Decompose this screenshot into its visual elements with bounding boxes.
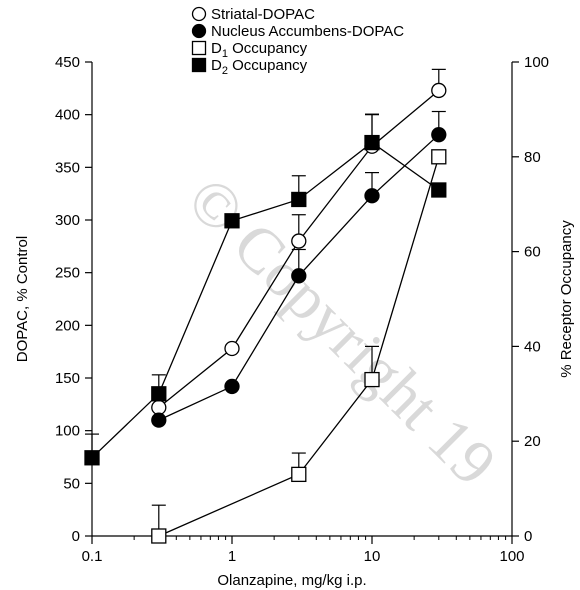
data-point-d2 [431, 182, 447, 198]
data-point-d1 [364, 371, 380, 388]
right-y-tick-label: 40 [524, 338, 541, 355]
x-tick-label: 0.1 [82, 548, 103, 565]
series-accumbens [151, 110, 447, 428]
data-point-d1 [291, 466, 307, 483]
legend-entry-striatal: Striatal-DOPAC [191, 6, 315, 23]
left-y-tick-label: 350 [55, 159, 80, 176]
right-y-tick-label: 20 [524, 433, 541, 450]
data-point-d2 [151, 386, 167, 402]
right-y-axis-title: % Receptor Occupancy [558, 220, 575, 378]
left-y-tick-label: 250 [55, 265, 80, 282]
left-y-tick-label: 300 [55, 212, 80, 229]
right-y-tick-label: 100 [524, 54, 549, 71]
data-point-accumbens [291, 268, 307, 284]
left-y-tick-label: 50 [63, 475, 80, 492]
data-point-d1 [151, 528, 167, 544]
data-point-d2 [84, 450, 100, 466]
data-point-d2 [224, 213, 240, 229]
data-point-accumbens [431, 127, 447, 143]
left-y-tick-label: 450 [55, 54, 80, 71]
right-y-tick-label: 80 [524, 149, 541, 166]
x-tick-label: 1 [228, 548, 236, 565]
data-point-d1 [431, 149, 447, 165]
data-point-d2 [291, 191, 307, 208]
series-d1 [151, 149, 447, 544]
x-tick-label: 10 [364, 548, 381, 565]
left-y-tick-label: 0 [72, 528, 80, 545]
data-point-d2 [364, 134, 380, 151]
legend-label-d2: D2 Occupancy [211, 57, 308, 77]
legend-label-d1: D1 Occupancy [211, 40, 308, 60]
left-y-tick-label: 100 [55, 423, 80, 440]
left-y-tick-label: 400 [55, 107, 80, 124]
data-point-striatal [431, 82, 447, 99]
legend-marker-d1 [191, 40, 207, 56]
legend-marker-accumbens [191, 23, 207, 39]
data-point-accumbens [151, 412, 167, 428]
right-y-tick-label: 0 [524, 528, 532, 545]
series-line-d2 [91, 141, 440, 459]
series-d2 [84, 113, 447, 466]
legend-entry-d1: D1 Occupancy [191, 40, 308, 60]
left-y-axis-title: DOPAC, % Control [14, 236, 31, 362]
data-point-striatal [151, 399, 167, 416]
legend-entry-accumbens: Nucleus Accumbens-DOPAC [191, 23, 404, 40]
data-point-accumbens [364, 188, 380, 204]
series-line-d1 [158, 156, 440, 537]
legend-label-accumbens: Nucleus Accumbens-DOPAC [211, 23, 404, 40]
legend-marker-d2 [191, 57, 207, 73]
left-y-tick-label: 150 [55, 370, 80, 387]
left-y-tick-label: 200 [55, 317, 80, 334]
data-point-striatal [224, 340, 240, 357]
plot-area [84, 68, 447, 544]
x-axis-title: Olanzapine, mg/kg i.p. [217, 572, 366, 589]
right-y-tick-label: 60 [524, 244, 541, 261]
legend-marker-striatal [191, 6, 207, 22]
data-point-striatal [291, 233, 307, 249]
x-tick-label: 100 [499, 548, 524, 565]
legend-entry-d2: D2 Occupancy [191, 57, 308, 77]
data-point-accumbens [224, 378, 240, 395]
legend-label-striatal: Striatal-DOPAC [211, 6, 315, 23]
